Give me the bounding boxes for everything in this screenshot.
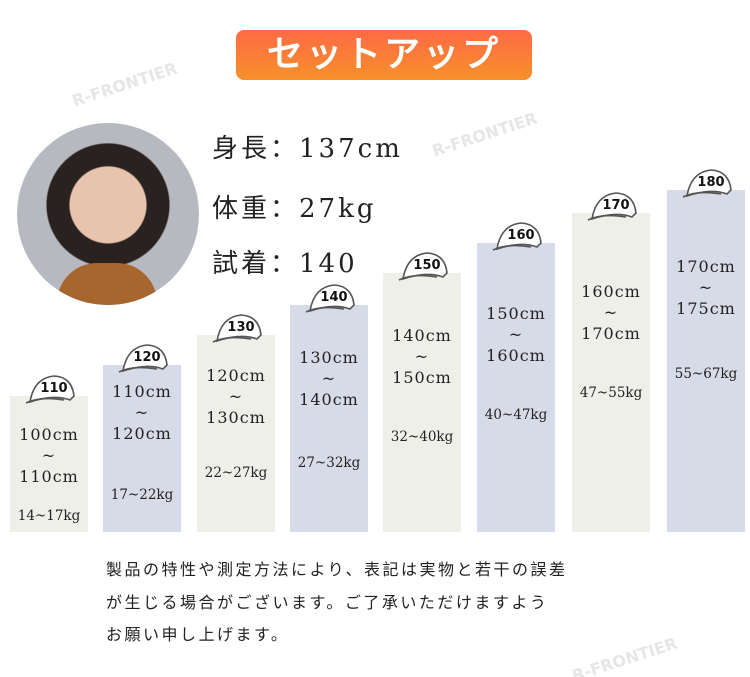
- height-range: 150cm ~160cm: [477, 303, 555, 366]
- tilde: ~: [228, 387, 244, 406]
- note-line: お願い申し上げます。: [106, 625, 290, 644]
- cap-size-label: 140: [320, 290, 347, 305]
- cap-icon: 120: [117, 341, 173, 375]
- height-range: 110cm ~120cm: [103, 381, 181, 444]
- height-to: 110cm: [19, 467, 79, 486]
- height-to: 140cm: [299, 390, 359, 409]
- model-weight: 体重：27kg: [212, 194, 377, 224]
- height-range: 160cm ~170cm: [572, 281, 650, 344]
- watermark: R-FRONTIER: [429, 108, 540, 161]
- cap-size-label: 150: [413, 258, 440, 273]
- height-to: 150cm: [392, 368, 452, 387]
- weight-range: 32~40kg: [390, 429, 454, 445]
- size-bar: 160 150cm ~160cm 40~47kg: [477, 222, 555, 532]
- size-bar: 120 110cm ~120cm 17~22kg: [103, 344, 181, 532]
- size-bar: 180 170cm ~175cm 55~67kg: [667, 169, 745, 532]
- size-bar: 150 140cm ~150cm 32~40kg: [383, 252, 461, 532]
- tilde: ~: [414, 347, 430, 366]
- cap-icon: 110: [24, 372, 80, 406]
- weight-range: 17~22kg: [110, 487, 174, 503]
- note-line: が生じる場合がございます。ご了承いただけますよう: [106, 593, 549, 612]
- height-from: 100cm: [19, 425, 79, 444]
- cap-size-label: 160: [507, 228, 534, 243]
- cap-size-label: 130: [227, 320, 254, 335]
- height-to: 170cm: [581, 324, 641, 343]
- weight-range: 22~27kg: [204, 465, 268, 481]
- page-title: セットアップ: [236, 30, 532, 80]
- tilde: ~: [321, 369, 337, 388]
- tilde: ~: [41, 446, 57, 465]
- weight-range: 40~47kg: [484, 407, 548, 423]
- watermark: R-FRONTIER: [569, 633, 680, 677]
- cap-icon: 140: [304, 281, 360, 315]
- height-range: 170cm ~175cm: [667, 256, 745, 319]
- size-bar: 110 100cm ~110cm 14~17kg: [10, 375, 88, 532]
- cap-size-label: 110: [40, 381, 67, 396]
- height-from: 140cm: [392, 326, 452, 345]
- height-from: 150cm: [486, 304, 546, 323]
- height-to: 160cm: [486, 346, 546, 365]
- cap-icon: 150: [397, 249, 453, 283]
- weight-range: 47~55kg: [579, 385, 643, 401]
- tilde: ~: [603, 303, 619, 322]
- height-range: 140cm ~150cm: [383, 325, 461, 388]
- size-bar: 170 160cm ~170cm 47~55kg: [572, 192, 650, 532]
- height-from: 120cm: [206, 366, 266, 385]
- height-from: 160cm: [581, 282, 641, 301]
- tilde: ~: [698, 278, 714, 297]
- weight-range: 55~67kg: [674, 366, 738, 382]
- cap-size-label: 170: [602, 198, 629, 213]
- height-range: 120cm ~130cm: [197, 365, 275, 428]
- tilde: ~: [134, 403, 150, 422]
- height-to: 130cm: [206, 408, 266, 427]
- cap-icon: 160: [491, 219, 547, 253]
- height-to: 120cm: [112, 424, 172, 443]
- tilde: ~: [508, 325, 524, 344]
- cap-icon: 180: [681, 166, 737, 200]
- weight-range: 27~32kg: [297, 455, 361, 471]
- watermark: R-FRONTIER: [69, 58, 180, 111]
- height-from: 130cm: [299, 348, 359, 367]
- model-height: 身長：137cm: [212, 134, 403, 164]
- height-to: 175cm: [676, 299, 736, 318]
- height-from: 170cm: [676, 257, 736, 276]
- weight-range: 14~17kg: [17, 508, 81, 524]
- cap-icon: 130: [211, 311, 267, 345]
- height-from: 110cm: [112, 382, 172, 401]
- model-size: 試着：140: [212, 249, 358, 279]
- height-range: 130cm ~140cm: [290, 347, 368, 410]
- note-line: 製品の特性や測定方法により、表記は実物と若干の誤差: [106, 560, 568, 579]
- cap-size-label: 120: [133, 350, 160, 365]
- height-range: 100cm ~110cm: [10, 424, 88, 487]
- model-photo: [17, 123, 199, 305]
- cap-size-label: 180: [697, 175, 724, 190]
- cap-icon: 170: [586, 189, 642, 223]
- size-bar: 140 130cm ~140cm 27~32kg: [290, 284, 368, 532]
- size-bar: 130 120cm ~130cm 22~27kg: [197, 314, 275, 532]
